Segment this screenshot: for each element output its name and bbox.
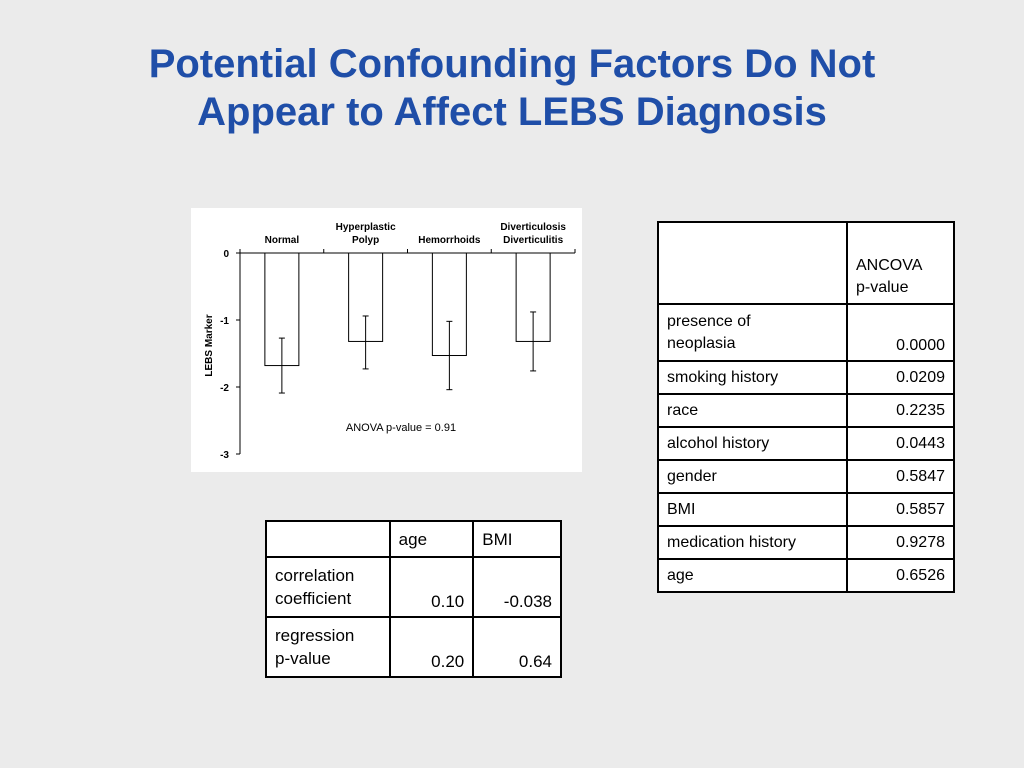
table-row: medication history 0.9278: [657, 525, 955, 560]
factor-label: race: [657, 393, 848, 428]
age-value: 0.10: [388, 556, 475, 618]
category-label: Polyp: [352, 235, 379, 246]
ancova-header-pvalue: ANCOVA p-value: [846, 221, 955, 305]
y-tick-label: -1: [220, 316, 229, 327]
stat-label: regression p-value: [265, 616, 391, 678]
header-bmi: BMI: [472, 520, 562, 558]
table-row: age 0.6526: [657, 558, 955, 593]
y-tick-label: -3: [220, 450, 229, 461]
title-line-1: Potential Confounding Factors Do Not: [148, 42, 876, 86]
pvalue-cell: 0.2235: [846, 393, 955, 428]
header-age: age: [388, 520, 475, 558]
pvalue-cell: 0.5857: [846, 492, 955, 527]
header-empty: [265, 520, 391, 558]
table-row: BMI 0.5857: [657, 492, 955, 527]
table-row: correlation coefficient 0.10 -0.038: [265, 556, 562, 618]
table-row: regression p-value 0.20 0.64: [265, 616, 562, 678]
factor-label: age: [657, 558, 848, 593]
correlation-header-row: age BMI: [265, 520, 562, 558]
pvalue-cell: 0.0209: [846, 360, 955, 395]
category-label: Hyperplastic: [336, 222, 396, 233]
table-row: race 0.2235: [657, 393, 955, 428]
pvalue-cell: 0.0443: [846, 426, 955, 461]
age-value: 0.20: [388, 616, 475, 678]
category-label: Normal: [265, 235, 300, 246]
factor-label: alcohol history: [657, 426, 848, 461]
y-axis-label: LEBS Marker: [204, 314, 215, 376]
factor-label: medication history: [657, 525, 848, 560]
factor-label: gender: [657, 459, 848, 494]
pvalue-cell: 0.5847: [846, 459, 955, 494]
table-row: alcohol history 0.0443: [657, 426, 955, 461]
bmi-value: 0.64: [472, 616, 562, 678]
correlation-table: age BMI correlation coefficient 0.10 -0.038 re…: [265, 520, 562, 678]
factor-label: presence of neoplasia: [657, 303, 848, 362]
pvalue-cell: 0.0000: [846, 303, 955, 362]
chart-svg: 0 -1 -2 -3 LEBS Marker Normal Hyperplastic Poly…: [204, 222, 576, 461]
anova-annotation: ANOVA p-value = 0.91: [346, 422, 456, 434]
factor-label: BMI: [657, 492, 848, 527]
table-row: gender 0.5847: [657, 459, 955, 494]
ancova-table: ANCOVA p-value presence of neoplasia 0.0000 s…: [657, 221, 955, 593]
ancova-header-row: ANCOVA p-value: [657, 221, 955, 305]
table-row: presence of neoplasia 0.0000: [657, 303, 955, 362]
ancova-header-empty: [657, 221, 848, 305]
stat-label: correlation coefficient: [265, 556, 391, 618]
table-row: smoking history 0.0209: [657, 360, 955, 395]
bmi-value: -0.038: [472, 556, 562, 618]
factor-label: smoking history: [657, 360, 848, 395]
y-tick-label: 0: [223, 249, 229, 260]
slide-title: Potential Confounding Factors Do Not App…: [0, 40, 1024, 136]
category-label: Diverticulitis: [503, 235, 563, 246]
pvalue-cell: 0.6526: [846, 558, 955, 593]
category-label: Hemorrhoids: [418, 235, 481, 246]
category-label: Diverticulosis: [500, 222, 566, 233]
title-line-2: Appear to Affect LEBS Diagnosis: [197, 90, 827, 134]
y-tick-label: -2: [220, 383, 229, 394]
pvalue-cell: 0.9278: [846, 525, 955, 560]
lebs-bar-chart: 0 -1 -2 -3 LEBS Marker Normal Hyperplastic Poly…: [191, 208, 582, 472]
